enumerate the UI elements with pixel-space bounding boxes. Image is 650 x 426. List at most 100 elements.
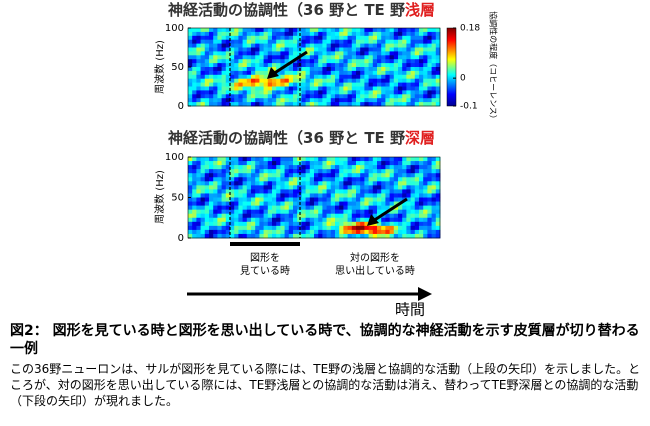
heatmap-cell [192, 213, 197, 219]
heatmap-cell [242, 161, 248, 166]
heatmap-cell [272, 98, 277, 103]
heatmap-cell [259, 98, 264, 103]
heatmap-cell [402, 209, 407, 215]
heatmap-cell [251, 35, 256, 41]
heatmap-cell [398, 189, 403, 194]
heatmap-cell [225, 205, 231, 211]
heatmap-cell [377, 43, 382, 48]
heatmap-cell [293, 47, 298, 52]
heatmap-cell [343, 43, 348, 48]
heatmap-cell [427, 78, 432, 83]
heatmap-cell [419, 161, 424, 166]
heatmap-cell [192, 98, 197, 103]
heatmap-cell [225, 59, 231, 64]
heatmap-cell [209, 28, 214, 33]
heatmap-cell [272, 165, 277, 170]
heatmap-cell [343, 225, 348, 231]
heatmap-cell [326, 78, 332, 83]
heatmap-cell [251, 213, 256, 219]
heatmap-cell [406, 193, 411, 198]
heatmap-cell [435, 189, 441, 194]
heatmap-cell [322, 217, 327, 223]
heatmap-cell [343, 63, 348, 68]
heatmap-cell [326, 94, 332, 99]
heatmap-cell [427, 82, 432, 87]
heatmap-cell [347, 51, 353, 56]
heatmap-cell [414, 193, 420, 198]
heatmap-cell [209, 47, 214, 52]
heatmap-cell [272, 233, 277, 239]
heatmap-cell [381, 70, 386, 76]
heatmap-cell [221, 201, 227, 206]
heatmap-cell [255, 185, 260, 190]
heatmap-cell [423, 205, 428, 211]
heatmap-cell [204, 78, 210, 83]
heatmap-cell [389, 102, 395, 107]
heatmap-cell [234, 193, 239, 198]
heatmap-cell [339, 74, 344, 80]
heatmap-cell [192, 221, 197, 227]
heatmap-cell [322, 55, 327, 60]
heatmap-cell [347, 70, 353, 76]
heatmap-cell [263, 213, 269, 219]
heatmap-cell [213, 63, 218, 68]
heatmap-cell [242, 39, 248, 44]
heatmap-cell [402, 221, 407, 227]
heatmap-cell [330, 35, 336, 41]
heatmap-cell [335, 193, 340, 198]
heatmap-cell [192, 82, 197, 87]
caption-title: 図2： 図形を見ている時と図形を思い出している時で、協調的な神経活動を示す皮質層… [10, 323, 640, 357]
heatmap-cell [234, 74, 239, 80]
heatmap-cell [238, 213, 243, 219]
heatmap-cell [435, 173, 441, 178]
heatmap-cell [196, 67, 201, 72]
heatmap-cell [221, 229, 227, 235]
heatmap-cell [364, 205, 369, 211]
heatmap-cell [423, 161, 428, 166]
heatmap-cell [381, 82, 386, 87]
heatmap-cell [402, 102, 407, 107]
heatmap-cell [372, 35, 378, 41]
heatmap-cell [385, 59, 390, 64]
heatmap-cell [435, 78, 441, 83]
heatmap-cell [267, 55, 273, 60]
heatmap-cell [213, 157, 218, 162]
heatmap-cell [322, 39, 327, 44]
heatmap-cell [389, 82, 395, 87]
heatmap-cell [360, 165, 365, 170]
heatmap-cell [423, 67, 428, 72]
heatmap-cell [419, 221, 424, 227]
heatmap-cell [318, 78, 323, 83]
heatmap-cell [427, 217, 432, 223]
heatmap-cell [204, 169, 210, 174]
heatmap-cell [372, 173, 378, 178]
heatmap-cell [410, 233, 416, 239]
heatmap-cell [393, 63, 399, 68]
heatmap-cell [293, 225, 298, 231]
heatmap-cell [246, 82, 252, 87]
heatmap-cell [318, 43, 323, 48]
heatmap-cell [335, 70, 340, 76]
heatmap-cell [343, 213, 348, 219]
heatmap-cell [196, 177, 201, 182]
heatmap-cell [377, 55, 382, 60]
heatmap-cell [431, 31, 437, 37]
heatmap-cell [305, 221, 311, 227]
heatmap-cell [318, 47, 323, 52]
heatmap-cell [381, 225, 386, 231]
heatmap-cell [213, 59, 218, 64]
heatmap-cell [435, 233, 441, 239]
heatmap-cell [255, 181, 260, 186]
heatmap-cell [398, 209, 403, 215]
heatmap-cell [393, 67, 399, 72]
heatmap-cell [335, 43, 340, 48]
heatmap-cell [389, 98, 395, 103]
heatmap-cell [293, 221, 298, 227]
heatmap-cell [406, 197, 411, 202]
heatmap-cell [360, 185, 365, 190]
y-tick-label: 50 [171, 193, 184, 204]
heatmap-cell [385, 28, 390, 33]
heatmap-cell [330, 39, 336, 44]
heatmap-cell [410, 82, 416, 87]
heatmap-cell [305, 177, 311, 182]
